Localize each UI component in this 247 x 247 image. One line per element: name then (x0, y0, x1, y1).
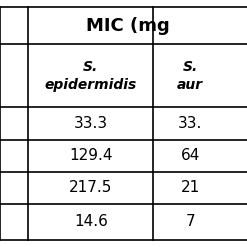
Text: 21: 21 (181, 180, 200, 195)
Text: 33.3: 33.3 (74, 116, 108, 131)
Text: 217.5: 217.5 (69, 180, 112, 195)
Text: 64: 64 (181, 148, 200, 163)
Text: 14.6: 14.6 (74, 214, 108, 229)
Text: S.
aur: S. aur (177, 60, 203, 92)
Text: MIC (mg: MIC (mg (86, 17, 170, 35)
Text: 33.: 33. (178, 116, 202, 131)
Text: S.
epidermidis: S. epidermidis (45, 60, 137, 92)
Text: 7: 7 (185, 214, 195, 229)
Text: 129.4: 129.4 (69, 148, 113, 163)
